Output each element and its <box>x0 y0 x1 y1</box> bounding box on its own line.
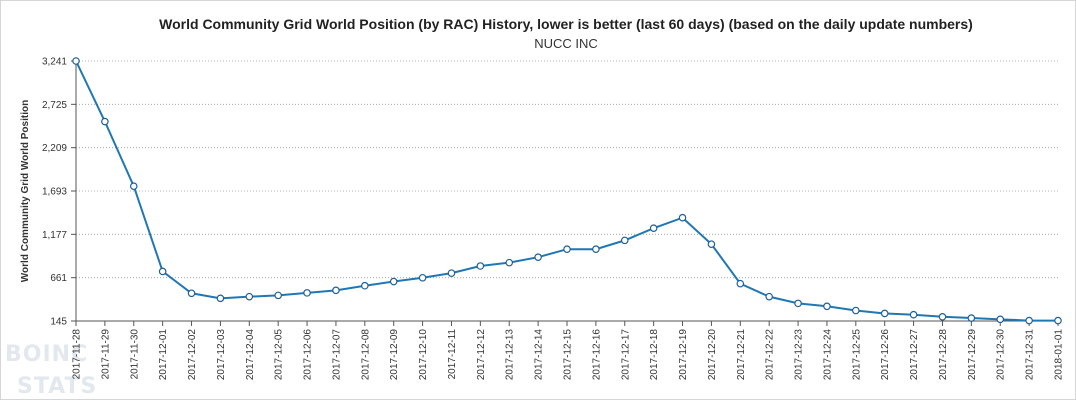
x-tick-label: 2017-11-28 <box>72 329 83 380</box>
x-tick-label: 2017-12-23 <box>794 329 805 381</box>
x-tick-label: 2017-12-03 <box>216 329 227 381</box>
data-point <box>274 291 282 300</box>
data-point <box>476 262 485 270</box>
data-point <box>187 289 196 298</box>
x-tick-label: 2017-12-06 <box>303 329 314 381</box>
chart-subtitle: NUCC INC <box>534 36 598 51</box>
x-tick-label: 2017-12-27 <box>909 329 920 381</box>
x-tick-label: 2017-12-13 <box>505 329 516 381</box>
x-tick-label: 2017-12-05 <box>274 329 285 381</box>
watermark-logo: BOINC STATS <box>5 342 97 399</box>
x-tick-label: 2017-12-12 <box>476 329 487 381</box>
x-tick-label: 2017-12-08 <box>360 329 371 381</box>
data-point <box>938 313 947 321</box>
data-point <box>563 245 571 253</box>
data-point <box>129 182 138 191</box>
x-tick-label: 2017-12-22 <box>765 329 776 381</box>
chart-title: World Community Grid World Position (by … <box>159 16 973 32</box>
x-tick-label: 2017-12-16 <box>591 329 602 381</box>
series-line-group <box>72 57 1062 325</box>
data-point <box>880 309 889 318</box>
data-point <box>303 289 311 297</box>
x-axis-ticks: 2017-11-28 2017-11-29 2017-11-30 2017-12-01… <box>72 321 1065 380</box>
x-tick-label: 2017-12-11 <box>447 329 458 380</box>
x-tick-label: 2017-12-18 <box>649 329 660 381</box>
y-tick-label: 145 <box>50 317 67 328</box>
data-point <box>216 294 225 303</box>
x-tick-label: 2017-12-04 <box>245 329 256 381</box>
data-point <box>852 306 860 315</box>
x-tick-label: 2017-12-26 <box>880 329 891 381</box>
data-point <box>245 292 254 301</box>
y-tick-label: 661 <box>50 273 67 284</box>
x-tick-label: 2017-12-02 <box>187 329 198 381</box>
data-point <box>505 258 514 267</box>
x-tick-label: 2017-12-29 <box>967 329 978 381</box>
y-tick-label: 2,209 <box>42 143 67 154</box>
y-tick-label: 2,725 <box>42 100 67 111</box>
x-tick-label: 2017-12-25 <box>851 329 862 381</box>
y-axis-label: World Community Grid World Position <box>20 100 31 282</box>
x-tick-label: 2017-11-30 <box>129 329 140 380</box>
x-tick-label: 2017-12-15 <box>563 329 574 381</box>
data-point <box>101 117 109 126</box>
data-point <box>736 279 745 288</box>
x-tick-label: 2017-12-30 <box>996 329 1007 381</box>
x-tick-label: 2017-12-10 <box>418 329 429 381</box>
y-tick-label: 3,241 <box>42 57 67 68</box>
x-tick-label: 2017-12-28 <box>938 329 949 381</box>
data-point <box>1054 316 1062 325</box>
data-point <box>823 302 831 311</box>
data-point <box>158 267 167 276</box>
x-tick-label: 2017-12-19 <box>678 329 689 381</box>
data-point <box>620 236 629 245</box>
x-tick-label: 2018-01-01 <box>1054 329 1065 381</box>
x-tick-label: 2017-12-24 <box>822 329 833 381</box>
data-point <box>678 213 687 222</box>
data-point <box>909 310 918 319</box>
y-tick-label: 1,693 <box>42 187 67 198</box>
data-point <box>361 281 369 290</box>
data-point <box>649 224 658 233</box>
data-point <box>72 57 80 65</box>
x-tick-label: 2017-12-17 <box>620 329 631 381</box>
y-tick-label: 1,177 <box>42 230 67 241</box>
data-point <box>332 286 340 295</box>
x-tick-label: 2017-12-07 <box>331 329 342 381</box>
x-tick-label: 2017-12-01 <box>158 329 169 381</box>
x-tick-label: 2017-12-14 <box>534 329 545 381</box>
data-point <box>418 273 427 282</box>
x-tick-label: 2017-12-20 <box>707 329 718 381</box>
data-point <box>534 253 542 261</box>
gridlines <box>75 60 1058 322</box>
data-point <box>707 240 716 248</box>
data-point <box>389 277 398 286</box>
data-point <box>447 269 456 277</box>
data-point <box>1025 316 1033 325</box>
x-tick-label: 2017-12-31 <box>1025 329 1036 381</box>
x-tick-label: 2017-11-29 <box>100 329 111 380</box>
x-tick-label: 2017-12-09 <box>389 329 400 381</box>
data-point <box>765 292 773 301</box>
x-tick-label: 2017-12-21 <box>736 329 747 381</box>
data-point <box>996 315 1005 324</box>
data-point <box>967 314 976 322</box>
data-point <box>794 299 802 308</box>
data-point <box>592 245 600 253</box>
y-axis-ticks: 145 661 1,177 1,693 2,209 2,725 3,241 <box>42 57 76 328</box>
